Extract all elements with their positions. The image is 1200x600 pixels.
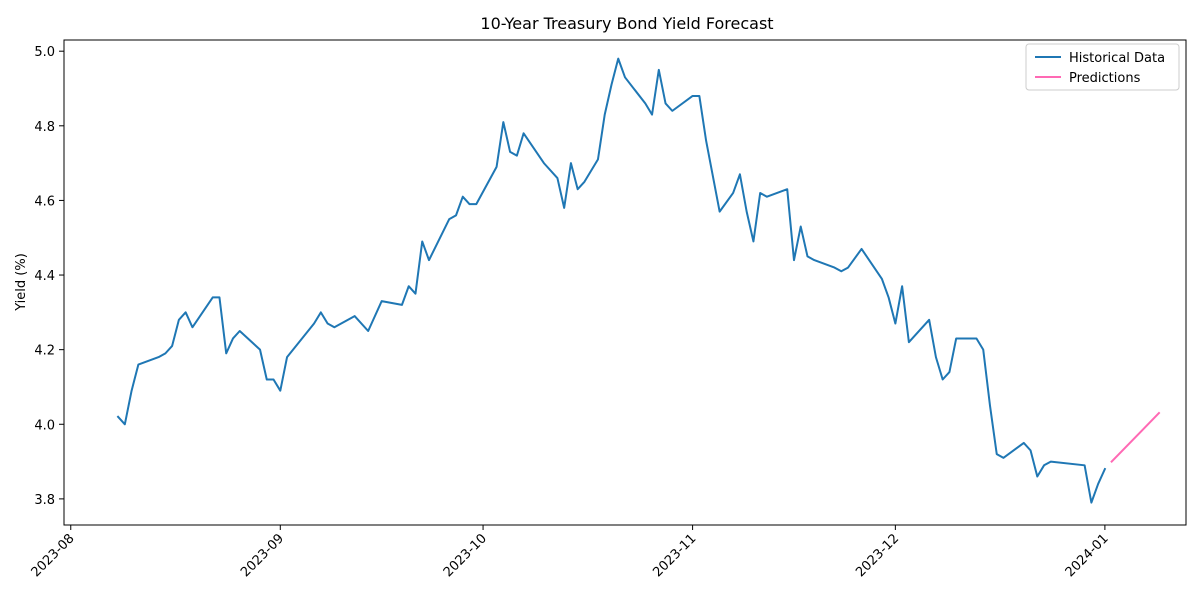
y-axis: 3.8 4.0 4.2 4.4 4.6 4.8 5.0 [34,45,64,508]
y-tick-label: 4.6 [34,194,55,209]
y-tick-label: 4.2 [34,344,55,359]
y-tick-label: 3.8 [34,493,55,508]
plot-area [63,39,1187,526]
plot-frame [63,39,1187,526]
legend: Historical Data Predictions [1025,43,1180,91]
y-tick-label: 4.4 [34,269,55,284]
legend-label-predictions: Predictions [1069,71,1141,86]
legend-frame [1025,43,1180,91]
chart-title: 10-Year Treasury Bond Yield Forecast [480,14,773,33]
series-line-historical-data [116,57,1107,504]
series-layer [116,57,1161,504]
series-line-predictions [1110,411,1161,463]
y-tick-label: 5.0 [34,45,55,60]
y-tick-label: 4.0 [34,418,55,433]
y-tick-label: 4.8 [34,120,55,135]
y-axis-label: Yield (%) [14,253,29,312]
legend-label-historical-data: Historical Data [1069,51,1165,66]
